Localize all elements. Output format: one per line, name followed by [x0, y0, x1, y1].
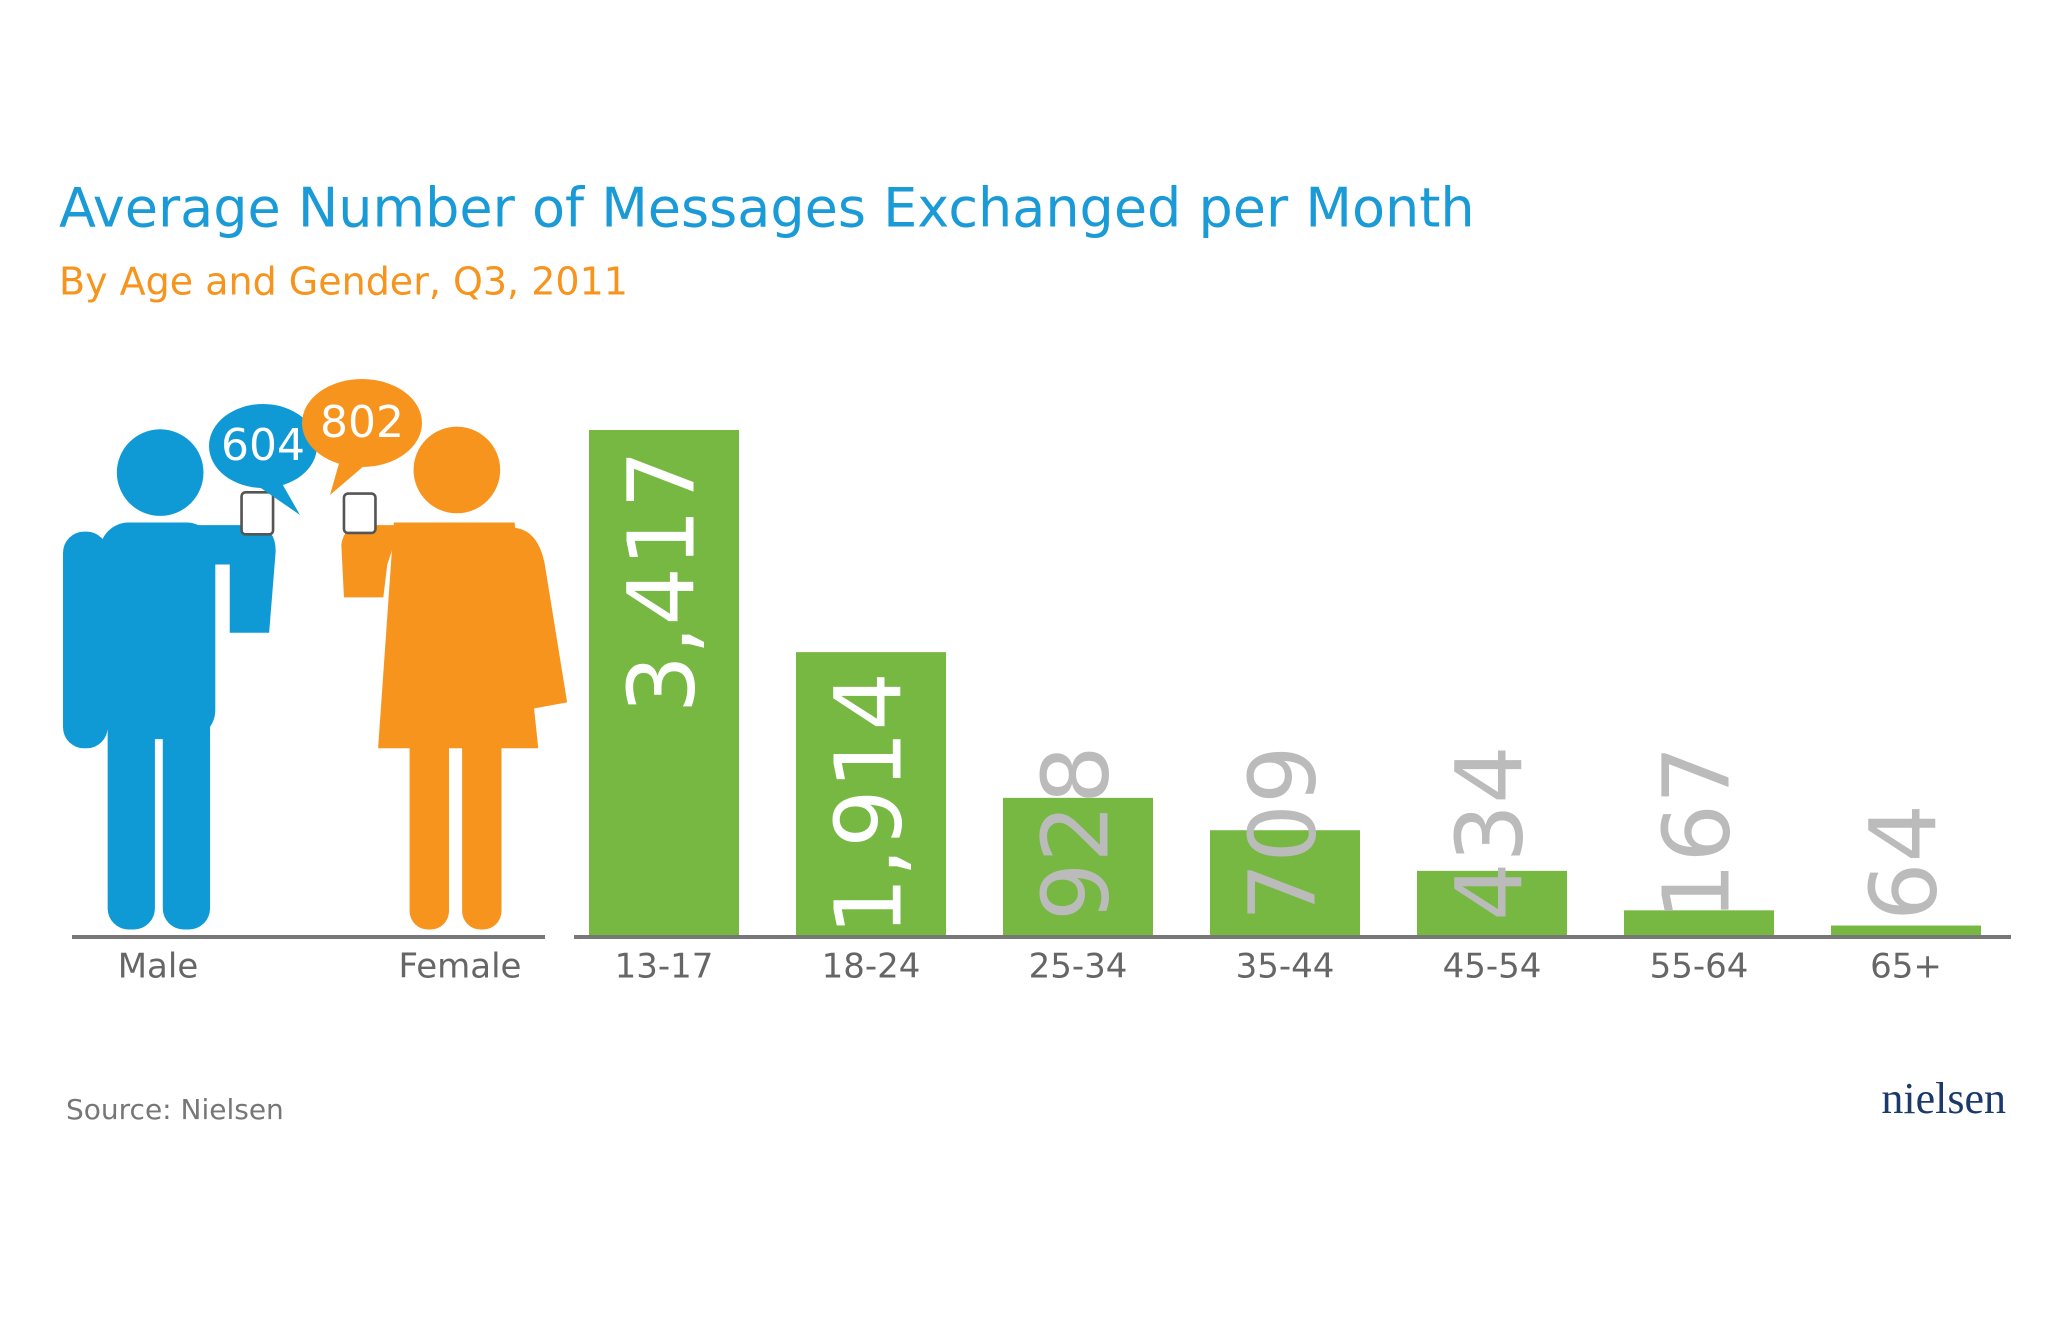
bar — [589, 430, 739, 935]
chart-subtitle: By Age and Gender, Q3, 2011 — [59, 260, 628, 304]
value-label: 928 — [1022, 745, 1129, 921]
x-tick-label: 13-17 — [615, 947, 714, 987]
x-tick-label: 65+ — [1870, 947, 1942, 987]
source: Source: Nielsen — [66, 1093, 284, 1126]
bubble-tail — [330, 460, 365, 495]
bubble-label: 604 — [221, 420, 305, 471]
x-tick-label: 18-24 — [822, 947, 921, 987]
bar — [1417, 870, 1567, 935]
x-tick-label: 55-64 — [1650, 947, 1749, 987]
value-label: 1,914 — [815, 672, 922, 935]
value-label: 64 — [1850, 804, 1957, 921]
value-label: 3,417 — [608, 450, 715, 713]
x-tick-label: Male — [118, 947, 199, 987]
bar — [1624, 910, 1774, 935]
figures — [63, 426, 568, 930]
bubble-tail — [255, 480, 300, 515]
speech-bubble — [302, 379, 422, 467]
x-tick-label: 25-34 — [1029, 947, 1128, 987]
x-tick-label: 45-54 — [1443, 947, 1542, 987]
speech-bubble — [209, 404, 317, 488]
female-figure — [341, 426, 568, 930]
value-label: 434 — [1436, 745, 1543, 921]
x-tick-label: 35-44 — [1236, 947, 1335, 987]
bar — [796, 652, 946, 935]
chart-title: Average Number of Messages Exchanged per… — [59, 177, 1475, 240]
male-figure — [63, 429, 276, 930]
value-label: 709 — [1229, 745, 1336, 921]
bar — [1003, 797, 1153, 935]
x-tick-label: Female — [399, 947, 522, 987]
bar — [1210, 830, 1360, 935]
logo: nielsen — [1881, 1074, 2006, 1123]
value-label: 167 — [1643, 745, 1750, 921]
bar — [1831, 925, 1981, 935]
bubble-label: 802 — [320, 397, 404, 448]
